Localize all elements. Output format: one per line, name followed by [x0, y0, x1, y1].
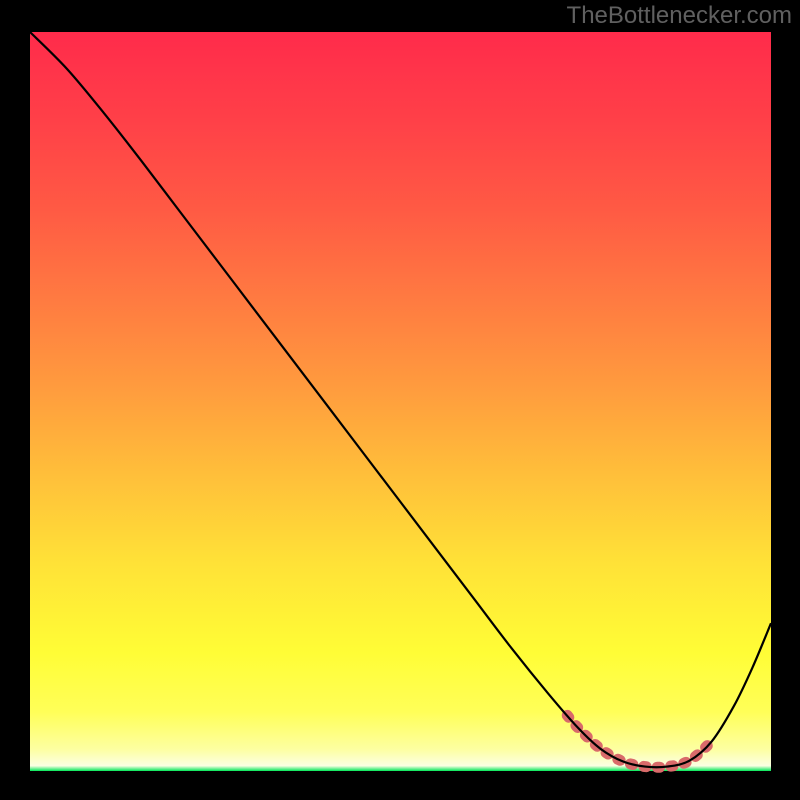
chart-stage: TheBottlenecker.com [0, 0, 800, 800]
bottleneck-chart [0, 0, 800, 800]
heat-gradient-area [30, 32, 771, 771]
